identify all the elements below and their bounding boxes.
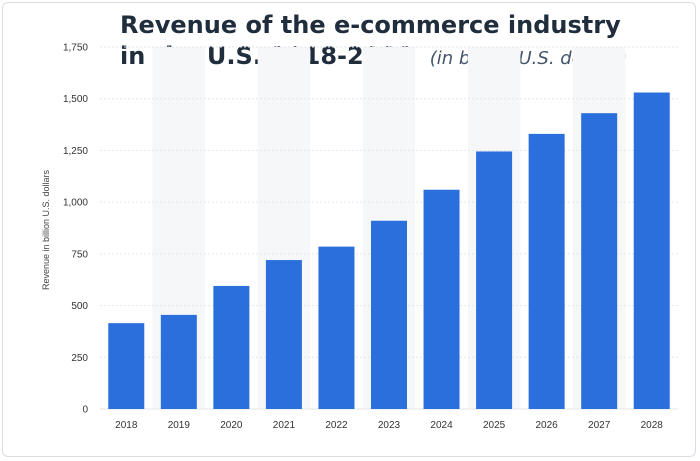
x-axis-ticks: 2018 2019 2020 2021 2022 2023 2024 2025 2026 2027… <box>115 420 663 431</box>
x-tick-label: 2027 <box>588 420 611 431</box>
x-tick-label: 2018 <box>115 420 138 431</box>
y-tick-label: 250 <box>71 353 88 364</box>
bar-2022 <box>318 246 355 409</box>
bar-2023 <box>371 220 407 409</box>
y-tick-label: 0 <box>82 405 88 416</box>
x-tick-label: 2021 <box>273 420 296 431</box>
y-tick-label: 1,500 <box>63 94 88 105</box>
y-axis-label: Revenue in billion U.S. dollars <box>41 169 51 290</box>
y-tick-label: 1,000 <box>63 198 88 209</box>
bar-2025 <box>476 151 513 409</box>
bar-2028 <box>633 92 670 409</box>
x-tick-label: 2022 <box>325 420 348 431</box>
y-tick-label: 1,750 <box>63 43 88 54</box>
y-tick-label: 750 <box>71 249 88 260</box>
x-tick-label: 2026 <box>536 420 559 431</box>
bar-2024 <box>423 189 460 409</box>
chart-title-line-1: Revenue of the e-commerce industry <box>120 11 621 39</box>
bar-2021 <box>265 260 302 409</box>
y-tick-label: 1,250 <box>63 146 88 157</box>
x-tick-label: 2024 <box>430 420 453 431</box>
x-tick-label: 2023 <box>378 420 401 431</box>
bar-2018 <box>108 323 145 409</box>
bars <box>108 92 670 410</box>
bar-2026 <box>528 133 565 409</box>
x-tick-label: 2019 <box>168 420 191 431</box>
x-tick-label: 2028 <box>641 420 664 431</box>
bar-2019 <box>160 314 197 409</box>
x-tick-label: 2020 <box>220 420 243 431</box>
bar-2020 <box>213 285 250 409</box>
y-axis-ticks: 0 250 500 750 1,000 1,250 1,500 1,750 <box>63 43 88 416</box>
y-tick-label: 500 <box>71 301 88 312</box>
bar-2027 <box>581 113 618 410</box>
x-tick-label: 2025 <box>483 420 506 431</box>
